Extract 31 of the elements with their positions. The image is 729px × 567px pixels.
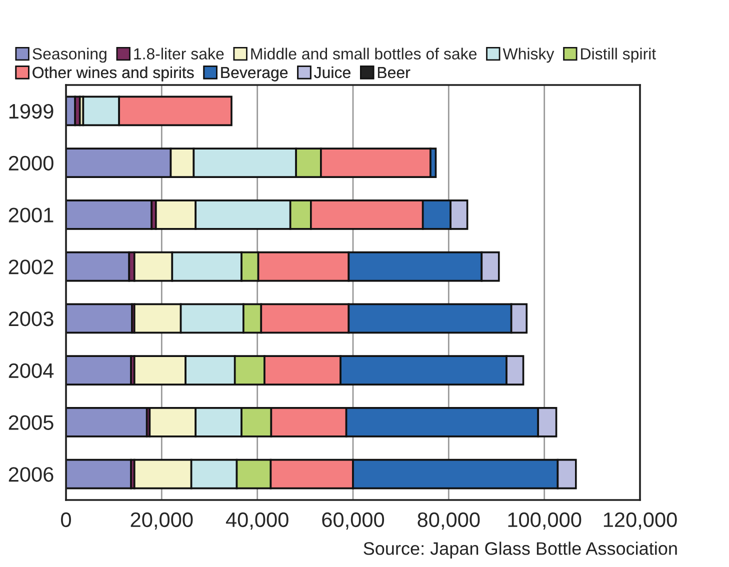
- legend-label: Juice: [314, 66, 350, 78]
- legend-label: Whisky: [502, 48, 554, 63]
- x-tick-label: 100,000: [508, 512, 582, 530]
- legend-label: Seasoning: [32, 48, 106, 63]
- bar: [66, 407, 148, 438]
- y-tick-label: 2002: [8, 260, 54, 274]
- x-tick-label: 20,000: [130, 512, 193, 530]
- y-tick-label: 2000: [8, 156, 54, 171]
- y-tick-label: 2005: [8, 415, 54, 430]
- y-tick-label: 2001: [8, 208, 54, 222]
- bar: [66, 251, 130, 282]
- legend-label: Distill spirit: [581, 48, 656, 63]
- x-tick-label: 60,000: [322, 512, 384, 530]
- x-tick-label: 120,000: [604, 512, 677, 530]
- y-tick-label: 2004: [8, 363, 54, 378]
- legend-label: Beverage: [221, 67, 288, 82]
- bar: [66, 303, 133, 334]
- x-tick-label: 0: [61, 512, 71, 528]
- bar: [66, 200, 153, 230]
- bar: [66, 355, 132, 386]
- legend-label: 1.8-liter sake: [134, 48, 224, 60]
- x-tick-label: 80,000: [418, 512, 480, 530]
- y-tick-label: 2006: [8, 467, 54, 482]
- legend-label: Middle and small bottles of sake: [251, 48, 476, 60]
- x-tick-label: 40,000: [226, 512, 288, 530]
- legend-label: Beer: [378, 67, 410, 78]
- legend-label: Other wines and spirits: [32, 66, 194, 82]
- y-tick-label: 2003: [8, 311, 54, 326]
- source-note: Source: Japan Glass Bottle Association: [364, 542, 677, 558]
- bar: [66, 458, 132, 490]
- y-tick-label: 1999: [9, 104, 54, 119]
